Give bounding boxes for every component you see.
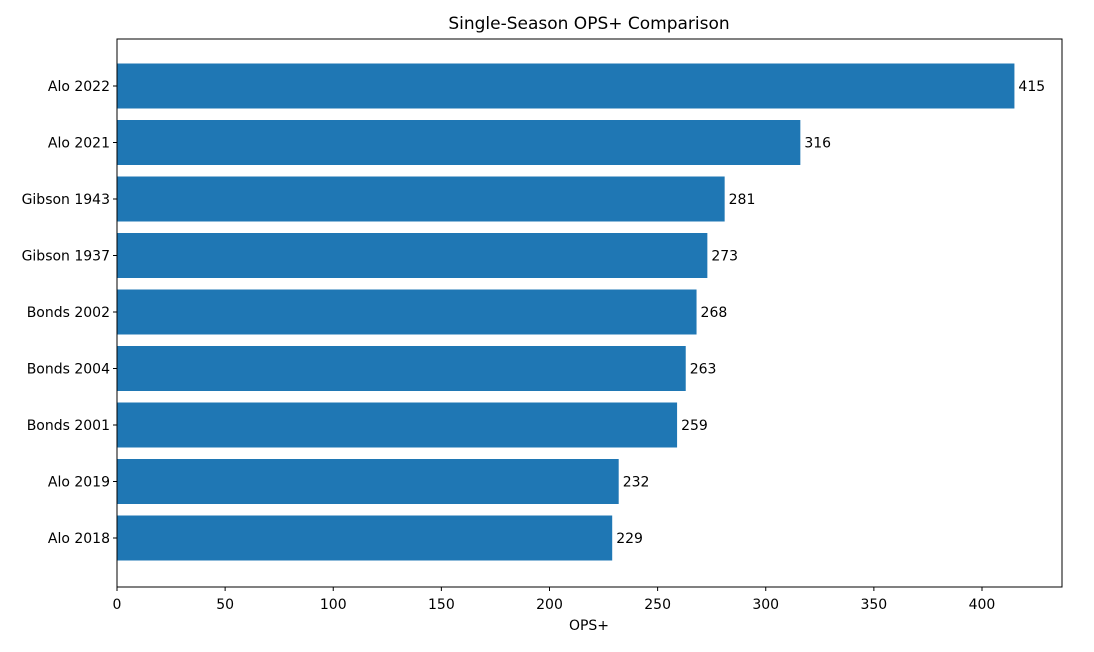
x-tick-label: 100	[320, 597, 347, 613]
bar-bonds-2002	[117, 289, 697, 335]
x-axis-ticks: 0 50 100 150 200 250 300 350 400	[113, 587, 996, 613]
y-tick-label: Alo 2021	[48, 136, 110, 152]
data-label: 415	[1018, 79, 1045, 95]
chart-title: Single-Season OPS+ Comparison	[448, 14, 729, 34]
x-tick-label: 150	[428, 597, 455, 613]
y-axis-ticks: Alo 2022 Alo 2021 Gibson 1943 Gibson 1937 Bo…	[22, 79, 117, 547]
data-label: 232	[623, 475, 650, 491]
bar-gibson-1943	[117, 176, 725, 222]
y-tick-label: Alo 2019	[48, 475, 110, 491]
bar-alo-2019	[117, 459, 619, 504]
bar-bonds-2004	[117, 346, 686, 391]
bar-gibson-1937	[117, 233, 708, 278]
data-label: 273	[711, 249, 738, 265]
y-tick-label: Alo 2018	[48, 531, 110, 547]
x-axis-label: OPS+	[569, 618, 609, 634]
data-label: 268	[701, 305, 728, 321]
x-tick-label: 400	[969, 597, 996, 613]
bar-alo-2021	[117, 120, 801, 165]
plot-frame	[116, 38, 1063, 588]
x-tick-label: 0	[113, 597, 122, 613]
y-tick-label: Bonds 2002	[27, 305, 110, 321]
data-label: 281	[729, 192, 756, 208]
bar-alo-2018	[117, 515, 613, 561]
x-tick-label: 250	[644, 597, 671, 613]
data-label: 316	[804, 136, 831, 152]
y-tick-label: Bonds 2001	[27, 418, 110, 434]
x-tick-label: 200	[536, 597, 563, 613]
bars-group: 415 316 281 273 268 263 259 232 229	[117, 63, 1045, 561]
y-tick-label: Alo 2022	[48, 79, 110, 95]
bar-alo-2022	[117, 63, 1015, 109]
data-label: 263	[690, 362, 717, 378]
x-tick-label: 350	[860, 597, 887, 613]
y-tick-label: Gibson 1937	[22, 249, 110, 265]
y-tick-label: Bonds 2004	[27, 362, 110, 378]
bar-bonds-2001	[117, 402, 678, 448]
data-label: 259	[681, 418, 708, 434]
x-tick-label: 300	[752, 597, 779, 613]
y-tick-label: Gibson 1943	[22, 192, 110, 208]
data-label: 229	[616, 531, 643, 547]
x-tick-label: 50	[216, 597, 234, 613]
